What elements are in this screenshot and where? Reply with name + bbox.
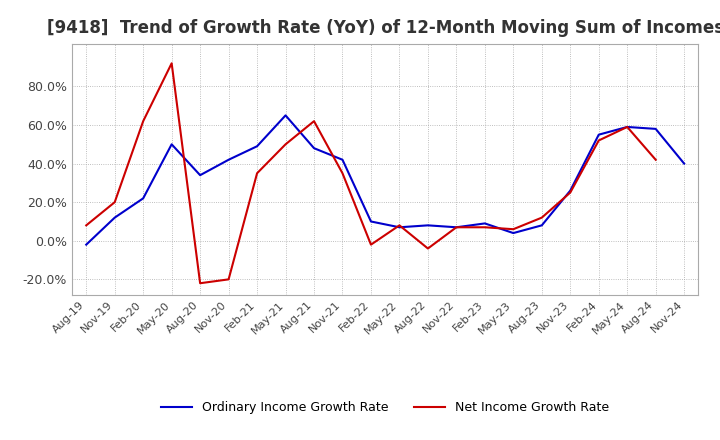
Net Income Growth Rate [452,225,461,230]
Net Income Growth Rate [196,281,204,286]
Net Income Growth Rate [110,200,119,205]
Ordinary Income Growth Rate [623,125,631,130]
Ordinary Income Growth Rate [225,157,233,162]
Ordinary Income Growth Rate [537,223,546,228]
Ordinary Income Growth Rate [110,215,119,220]
Net Income Growth Rate [338,171,347,176]
Ordinary Income Growth Rate [253,143,261,149]
Net Income Growth Rate [139,118,148,124]
Ordinary Income Growth Rate [452,225,461,230]
Net Income Growth Rate [366,242,375,247]
Net Income Growth Rate [423,246,432,251]
Net Income Growth Rate [253,171,261,176]
Ordinary Income Growth Rate [680,161,688,166]
Net Income Growth Rate [623,125,631,130]
Net Income Growth Rate [509,227,518,232]
Ordinary Income Growth Rate [423,223,432,228]
Line: Ordinary Income Growth Rate: Ordinary Income Growth Rate [86,115,684,245]
Ordinary Income Growth Rate [395,225,404,230]
Net Income Growth Rate [395,223,404,228]
Ordinary Income Growth Rate [366,219,375,224]
Ordinary Income Growth Rate [652,126,660,132]
Ordinary Income Growth Rate [480,221,489,226]
Ordinary Income Growth Rate [310,146,318,151]
Net Income Growth Rate [537,215,546,220]
Ordinary Income Growth Rate [139,196,148,201]
Ordinary Income Growth Rate [595,132,603,137]
Ordinary Income Growth Rate [282,113,290,118]
Title: [9418]  Trend of Growth Rate (YoY) of 12-Month Moving Sum of Incomes: [9418] Trend of Growth Rate (YoY) of 12-… [47,19,720,37]
Net Income Growth Rate [652,157,660,162]
Net Income Growth Rate [167,61,176,66]
Net Income Growth Rate [282,142,290,147]
Legend: Ordinary Income Growth Rate, Net Income Growth Rate: Ordinary Income Growth Rate, Net Income … [156,396,614,419]
Net Income Growth Rate [480,225,489,230]
Ordinary Income Growth Rate [566,188,575,193]
Net Income Growth Rate [595,138,603,143]
Net Income Growth Rate [82,223,91,228]
Ordinary Income Growth Rate [509,231,518,236]
Ordinary Income Growth Rate [82,242,91,247]
Line: Net Income Growth Rate: Net Income Growth Rate [86,63,656,283]
Net Income Growth Rate [566,190,575,195]
Net Income Growth Rate [225,277,233,282]
Net Income Growth Rate [310,118,318,124]
Ordinary Income Growth Rate [167,142,176,147]
Ordinary Income Growth Rate [338,157,347,162]
Ordinary Income Growth Rate [196,172,204,178]
